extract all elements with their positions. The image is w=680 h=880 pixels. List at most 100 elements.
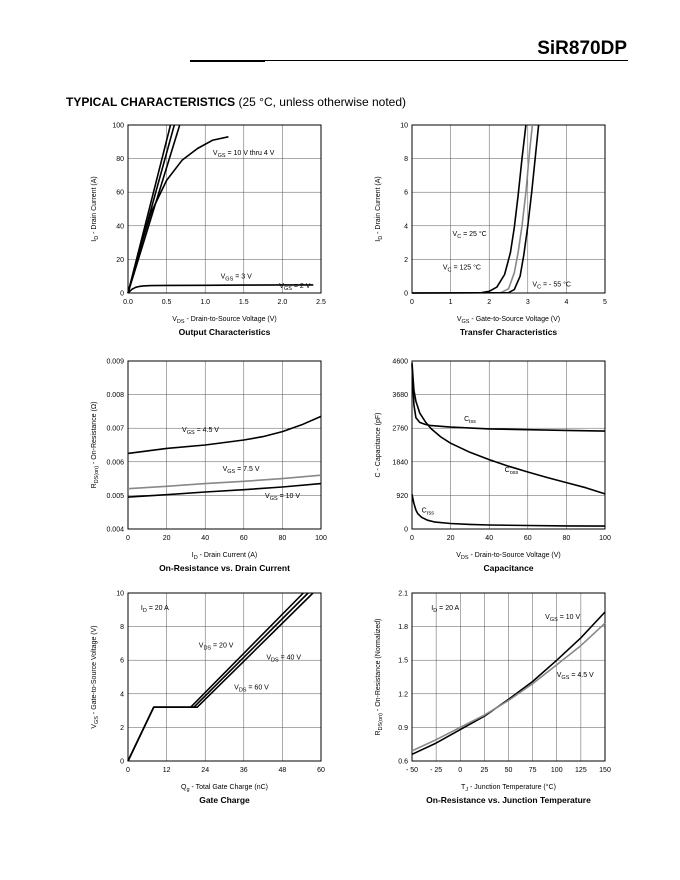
x-tick-label: 2.0: [278, 299, 288, 306]
annotation-label: VGS = 10 V: [545, 614, 580, 623]
annotation-label: Coss: [505, 467, 519, 476]
annotation-label: VGS = 2 V: [279, 283, 310, 292]
annotation-label: VC = 125 °C: [443, 263, 481, 273]
y-axis-label: VGS - Gate-to-Source Voltage (V): [91, 625, 100, 728]
x-tick-label: 20: [447, 535, 455, 542]
x-tick-label: - 50: [406, 767, 418, 774]
plot-frame: [411, 124, 606, 294]
y-tick-label: 4: [120, 691, 124, 698]
chart-title: Transfer Characteristics: [460, 327, 558, 337]
series-line: [411, 124, 534, 294]
annotation-label: VGS = 4.5 V: [182, 427, 219, 436]
x-tick-label: 60: [317, 767, 325, 774]
annotation-label: Ciss: [464, 416, 476, 425]
x-tick-label: 80: [279, 535, 287, 542]
y-axis-label: ID - Drain Current (A): [375, 176, 384, 241]
x-tick-label: 0.0: [123, 299, 133, 306]
x-tick-label: 60: [524, 535, 532, 542]
y-tick-label: 1.2: [398, 691, 408, 698]
x-tick-label: 1.0: [200, 299, 210, 306]
y-tick-label: 20: [116, 257, 124, 264]
y-tick-label: 8: [404, 156, 408, 163]
chart-title: Capacitance: [483, 563, 533, 573]
chart-title: Output Characteristics: [179, 327, 271, 337]
y-tick-label: 2: [404, 257, 408, 264]
annotation-label: Crss: [422, 508, 435, 517]
x-tick-label: 1.5: [239, 299, 249, 306]
x-tick-label: 75: [529, 767, 537, 774]
x-tick-label: 100: [551, 767, 563, 774]
x-axis-label: VGS - Gate-to-Source Voltage (V): [457, 316, 560, 325]
series-line: [127, 592, 314, 762]
x-tick-label: 40: [485, 535, 493, 542]
x-tick-label: 100: [315, 535, 327, 542]
series-line: [127, 124, 181, 294]
y-tick-label: 6: [404, 190, 408, 197]
series-line: [411, 124, 527, 294]
series-line: [127, 482, 322, 498]
x-tick-label: 20: [163, 535, 171, 542]
x-tick-label: 60: [240, 535, 248, 542]
x-tick-label: 1: [449, 299, 453, 306]
y-tick-label: 6: [120, 658, 124, 665]
x-tick-label: 0: [126, 767, 130, 774]
y-tick-label: 80: [116, 156, 124, 163]
y-tick-label: 920: [396, 493, 408, 500]
y-axis-label: ID - Drain Current (A): [91, 176, 100, 241]
chart-title: On-Resistance vs. Drain Current: [159, 563, 290, 573]
y-tick-label: 0: [120, 759, 124, 766]
x-tick-label: 50: [505, 767, 513, 774]
chart-title: On-Resistance vs. Junction Temperature: [426, 795, 591, 805]
y-tick-label: 100: [112, 123, 124, 130]
x-tick-label: 150: [599, 767, 611, 774]
y-tick-label: 2760: [392, 426, 408, 433]
series-line: [127, 124, 176, 294]
y-tick-label: 10: [400, 123, 408, 130]
y-tick-label: 0.008: [106, 392, 124, 399]
x-axis-label: ID - Drain Current (A): [192, 552, 257, 561]
x-tick-label: 25: [480, 767, 488, 774]
x-tick-label: 0.5: [162, 299, 172, 306]
plot-frame: [127, 124, 322, 294]
y-tick-label: 2: [120, 725, 124, 732]
section-title: TYPICAL CHARACTERISTICS: [66, 95, 236, 109]
x-axis-label: VDS - Drain-to-Source Voltage (V): [456, 552, 561, 561]
y-tick-label: 0.004: [106, 527, 124, 534]
y-tick-label: 40: [116, 223, 124, 230]
chart-capacitance: 0 20 40 60 80 100 0 920 1840 2760 3680 4600 Ciss Coss…: [375, 359, 611, 574]
annotation-label: ID = 20 A: [431, 605, 459, 614]
annotation-label: VGS = 10 V: [265, 493, 300, 502]
x-tick-label: 125: [575, 767, 587, 774]
series-line: [127, 415, 322, 455]
series-line: [411, 124, 540, 294]
series-line: [127, 592, 309, 762]
annotation-label: VGS = 10 V thru 4 V: [213, 150, 275, 159]
y-tick-label: 10: [116, 591, 124, 598]
header-rule: [190, 60, 628, 61]
section-heading: TYPICAL CHARACTERISTICS (25 °C, unless o…: [66, 95, 406, 109]
x-tick-label: 100: [599, 535, 611, 542]
x-tick-label: 48: [279, 767, 287, 774]
series-line: [411, 362, 606, 495]
x-tick-label: 80: [563, 535, 571, 542]
x-tick-label: 3: [526, 299, 530, 306]
x-tick-label: 24: [201, 767, 209, 774]
series-line: [127, 284, 314, 294]
x-tick-label: 2: [487, 299, 491, 306]
y-tick-label: 4600: [392, 359, 408, 366]
series-line: [127, 136, 229, 294]
x-tick-label: 0: [410, 535, 414, 542]
y-axis-label: C - Capacitance (pF): [375, 413, 382, 478]
part-number: SiR870DP: [537, 38, 627, 59]
series-line: [411, 494, 606, 527]
x-tick-label: 5: [603, 299, 607, 306]
x-tick-label: - 25: [430, 767, 442, 774]
chart-title: Gate Charge: [199, 795, 250, 805]
y-tick-label: 0.005: [106, 493, 124, 500]
annotation-label: VDS = 40 V: [266, 654, 301, 663]
y-tick-label: 0.006: [106, 459, 124, 466]
series-line: [127, 592, 304, 762]
x-tick-label: 40: [201, 535, 209, 542]
y-tick-label: 4: [404, 223, 408, 230]
